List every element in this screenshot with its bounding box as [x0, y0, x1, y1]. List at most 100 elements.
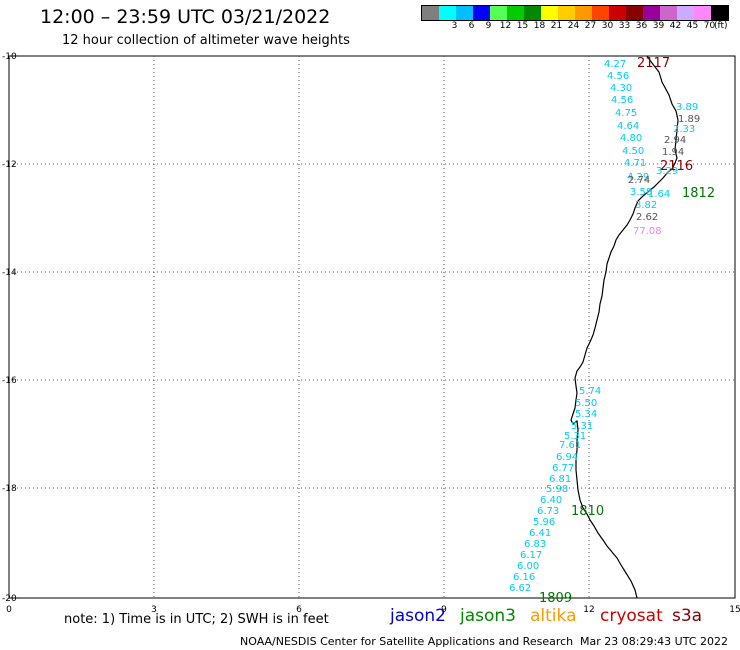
wave-height-label: 4.27: [604, 59, 626, 70]
wave-height-label: 4.71: [624, 158, 646, 169]
wave-height-label: 6.73: [537, 506, 559, 517]
x-tick-label: 9: [441, 605, 447, 615]
x-tick-label: 15: [729, 605, 740, 615]
wave-height-label: 3.29: [656, 166, 678, 177]
wave-height-label: 6.94: [556, 452, 578, 463]
legend-jason2: jason2: [390, 606, 446, 626]
page-title: 12:00 – 23:59 UTC 03/21/2022: [40, 6, 331, 28]
wave-height-label: 5.50: [575, 398, 597, 409]
color-scale-label: 24: [567, 21, 580, 31]
wave-height-label: 1.94: [662, 147, 684, 158]
legend-jason3: jason3: [460, 606, 516, 626]
color-scale-labels: 3 6 9 12 15 18 21 24 27 30 33 36 39 42 45 70: [421, 21, 740, 33]
x-tick-label: 6: [296, 605, 302, 615]
color-scale-label: 6: [468, 21, 475, 31]
y-tick-label: -20: [2, 594, 17, 604]
color-scale-label: 70: [703, 21, 716, 31]
wave-height-label: 3.58: [630, 187, 652, 198]
color-scale-label: 45: [686, 21, 699, 31]
color-swatch: [507, 6, 524, 20]
footer-note: note: 1) Time is in UTC; 2) SWH is in fe…: [64, 612, 329, 627]
wave-height-label: 6.16: [513, 572, 535, 583]
color-scale-label: 21: [550, 21, 563, 31]
color-swatch: [439, 6, 456, 20]
color-swatch: [490, 6, 507, 20]
pass-time-label: 1812: [682, 186, 715, 201]
color-swatch: [694, 6, 711, 20]
wave-height-label: 5.31: [571, 421, 593, 432]
legend-s3a: s3a: [672, 606, 703, 626]
wave-height-label: 2.74: [628, 175, 650, 186]
y-tick-label: -16: [2, 376, 17, 386]
wave-height-label: 5.74: [579, 386, 601, 397]
color-swatch: [575, 6, 592, 20]
wave-height-label: 1.64: [648, 189, 670, 200]
color-scale-label: 39: [652, 21, 665, 31]
color-swatch: [609, 6, 626, 20]
wave-height-labels: 4.274.564.304.564.754.644.804.504.714.29…: [509, 56, 715, 606]
color-swatch: [643, 6, 660, 20]
color-scale-label: 9: [485, 21, 492, 31]
color-scale-label: 30: [601, 21, 614, 31]
wave-height-label: 4.75: [615, 108, 637, 119]
wave-height-outlier-label: 77.08: [633, 226, 662, 237]
y-tick-label: -12: [2, 160, 17, 170]
y-tick-label: -18: [2, 484, 17, 494]
map-grid: 0 3 6 9 12 15 -10 -12 -14 -16 -18 -20: [2, 52, 740, 615]
wave-height-label: 6.41: [529, 528, 551, 539]
wave-height-label: 5.96: [533, 517, 555, 528]
y-tick-label: -14: [2, 268, 17, 278]
wave-height-label: 6.81: [549, 474, 571, 485]
color-swatch: [711, 6, 728, 20]
wave-height-label: 6.77: [552, 463, 574, 474]
wave-height-label: 6.00: [517, 561, 539, 572]
color-scale-label: 42: [669, 21, 682, 31]
wave-height-label: 6.62: [509, 583, 531, 594]
wave-height-label: 4.29: [627, 172, 649, 183]
wave-height-label: 5.31: [564, 431, 586, 442]
color-scale-label: 36: [635, 21, 648, 31]
wave-height-label: 2.33: [673, 124, 695, 135]
wave-height-label: 7.61: [559, 440, 581, 451]
x-tick-label: 0: [6, 605, 12, 615]
color-scale-label: 33: [618, 21, 631, 31]
color-scale-label: 15: [516, 21, 529, 31]
color-scale-bar: [421, 5, 729, 21]
credit-line: NOAA/NESDIS Center for Satellite Applica…: [240, 635, 574, 648]
wave-height-label: 6.17: [520, 550, 542, 561]
wave-height-label: 5.34: [575, 409, 597, 420]
wave-height-label: 1.89: [678, 114, 700, 125]
color-swatch: [541, 6, 558, 20]
color-scale-unit: (ft): [714, 21, 728, 31]
color-scale-label: 12: [499, 21, 512, 31]
color-swatch: [473, 6, 490, 20]
legend-altika: altika: [530, 606, 577, 626]
generated-timestamp: Mar 23 08:29:43 UTC 2022: [580, 635, 728, 648]
wave-height-label: 4.64: [617, 121, 639, 132]
wave-height-label: 4.50: [622, 146, 644, 157]
wave-height-label: 6.83: [524, 539, 546, 550]
wave-height-label: 4.56: [607, 71, 629, 82]
color-swatch: [558, 6, 575, 20]
wave-height-label: 2.94: [664, 135, 686, 146]
pass-time-label: 2117: [637, 56, 670, 71]
wave-height-label: 3.89: [676, 102, 698, 113]
map-frame: [8, 55, 736, 599]
color-swatch: [524, 6, 541, 20]
color-swatch: [626, 6, 643, 20]
wave-height-label: 4.30: [610, 83, 632, 94]
x-tick-label: 3: [151, 605, 157, 615]
color-swatch: [422, 6, 439, 20]
x-tick-label: 12: [583, 605, 594, 615]
wave-height-label: 6.40: [540, 495, 562, 506]
color-swatch: [677, 6, 694, 20]
wave-height-label: 4.80: [620, 133, 642, 144]
wave-height-label: 5.98: [546, 484, 568, 495]
page-subtitle: 12 hour collection of altimeter wave hei…: [62, 33, 350, 48]
y-tick-label: -10: [2, 52, 17, 62]
wave-height-label: 4.56: [611, 95, 633, 106]
color-swatch: [592, 6, 609, 20]
wave-height-label: 2.62: [636, 212, 658, 223]
color-scale-label: 3: [451, 21, 458, 31]
coastline: [570, 55, 679, 599]
